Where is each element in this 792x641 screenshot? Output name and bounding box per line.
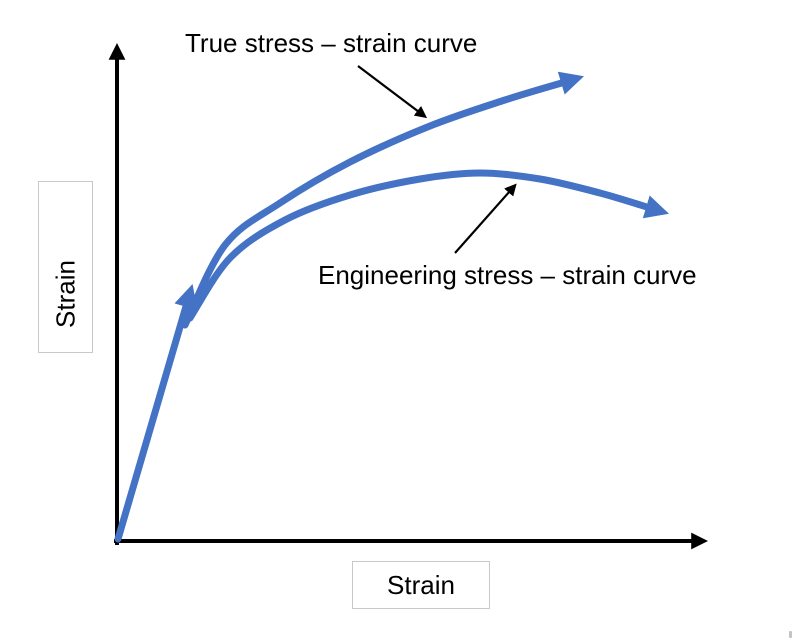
screen-corner-artifact (789, 631, 792, 638)
elastic-segment (114, 283, 198, 543)
engineering-curve-pointer (454, 183, 517, 254)
engineering-stress-curve (186, 169, 669, 322)
y-axis-label: Strain (50, 260, 80, 328)
true-curve-pointer (357, 65, 428, 119)
engineering-stress-curve-label: Engineering stress – strain curve (318, 260, 697, 290)
curve-layer (108, 43, 708, 550)
y-axis-label-box: Strain (38, 181, 93, 353)
x-axis-label-box: Strain (352, 561, 490, 609)
true-stress-curve (181, 71, 584, 329)
x-axis-label: Strain (387, 569, 455, 600)
true-stress-curve-label: True stress – strain curve (185, 28, 478, 58)
